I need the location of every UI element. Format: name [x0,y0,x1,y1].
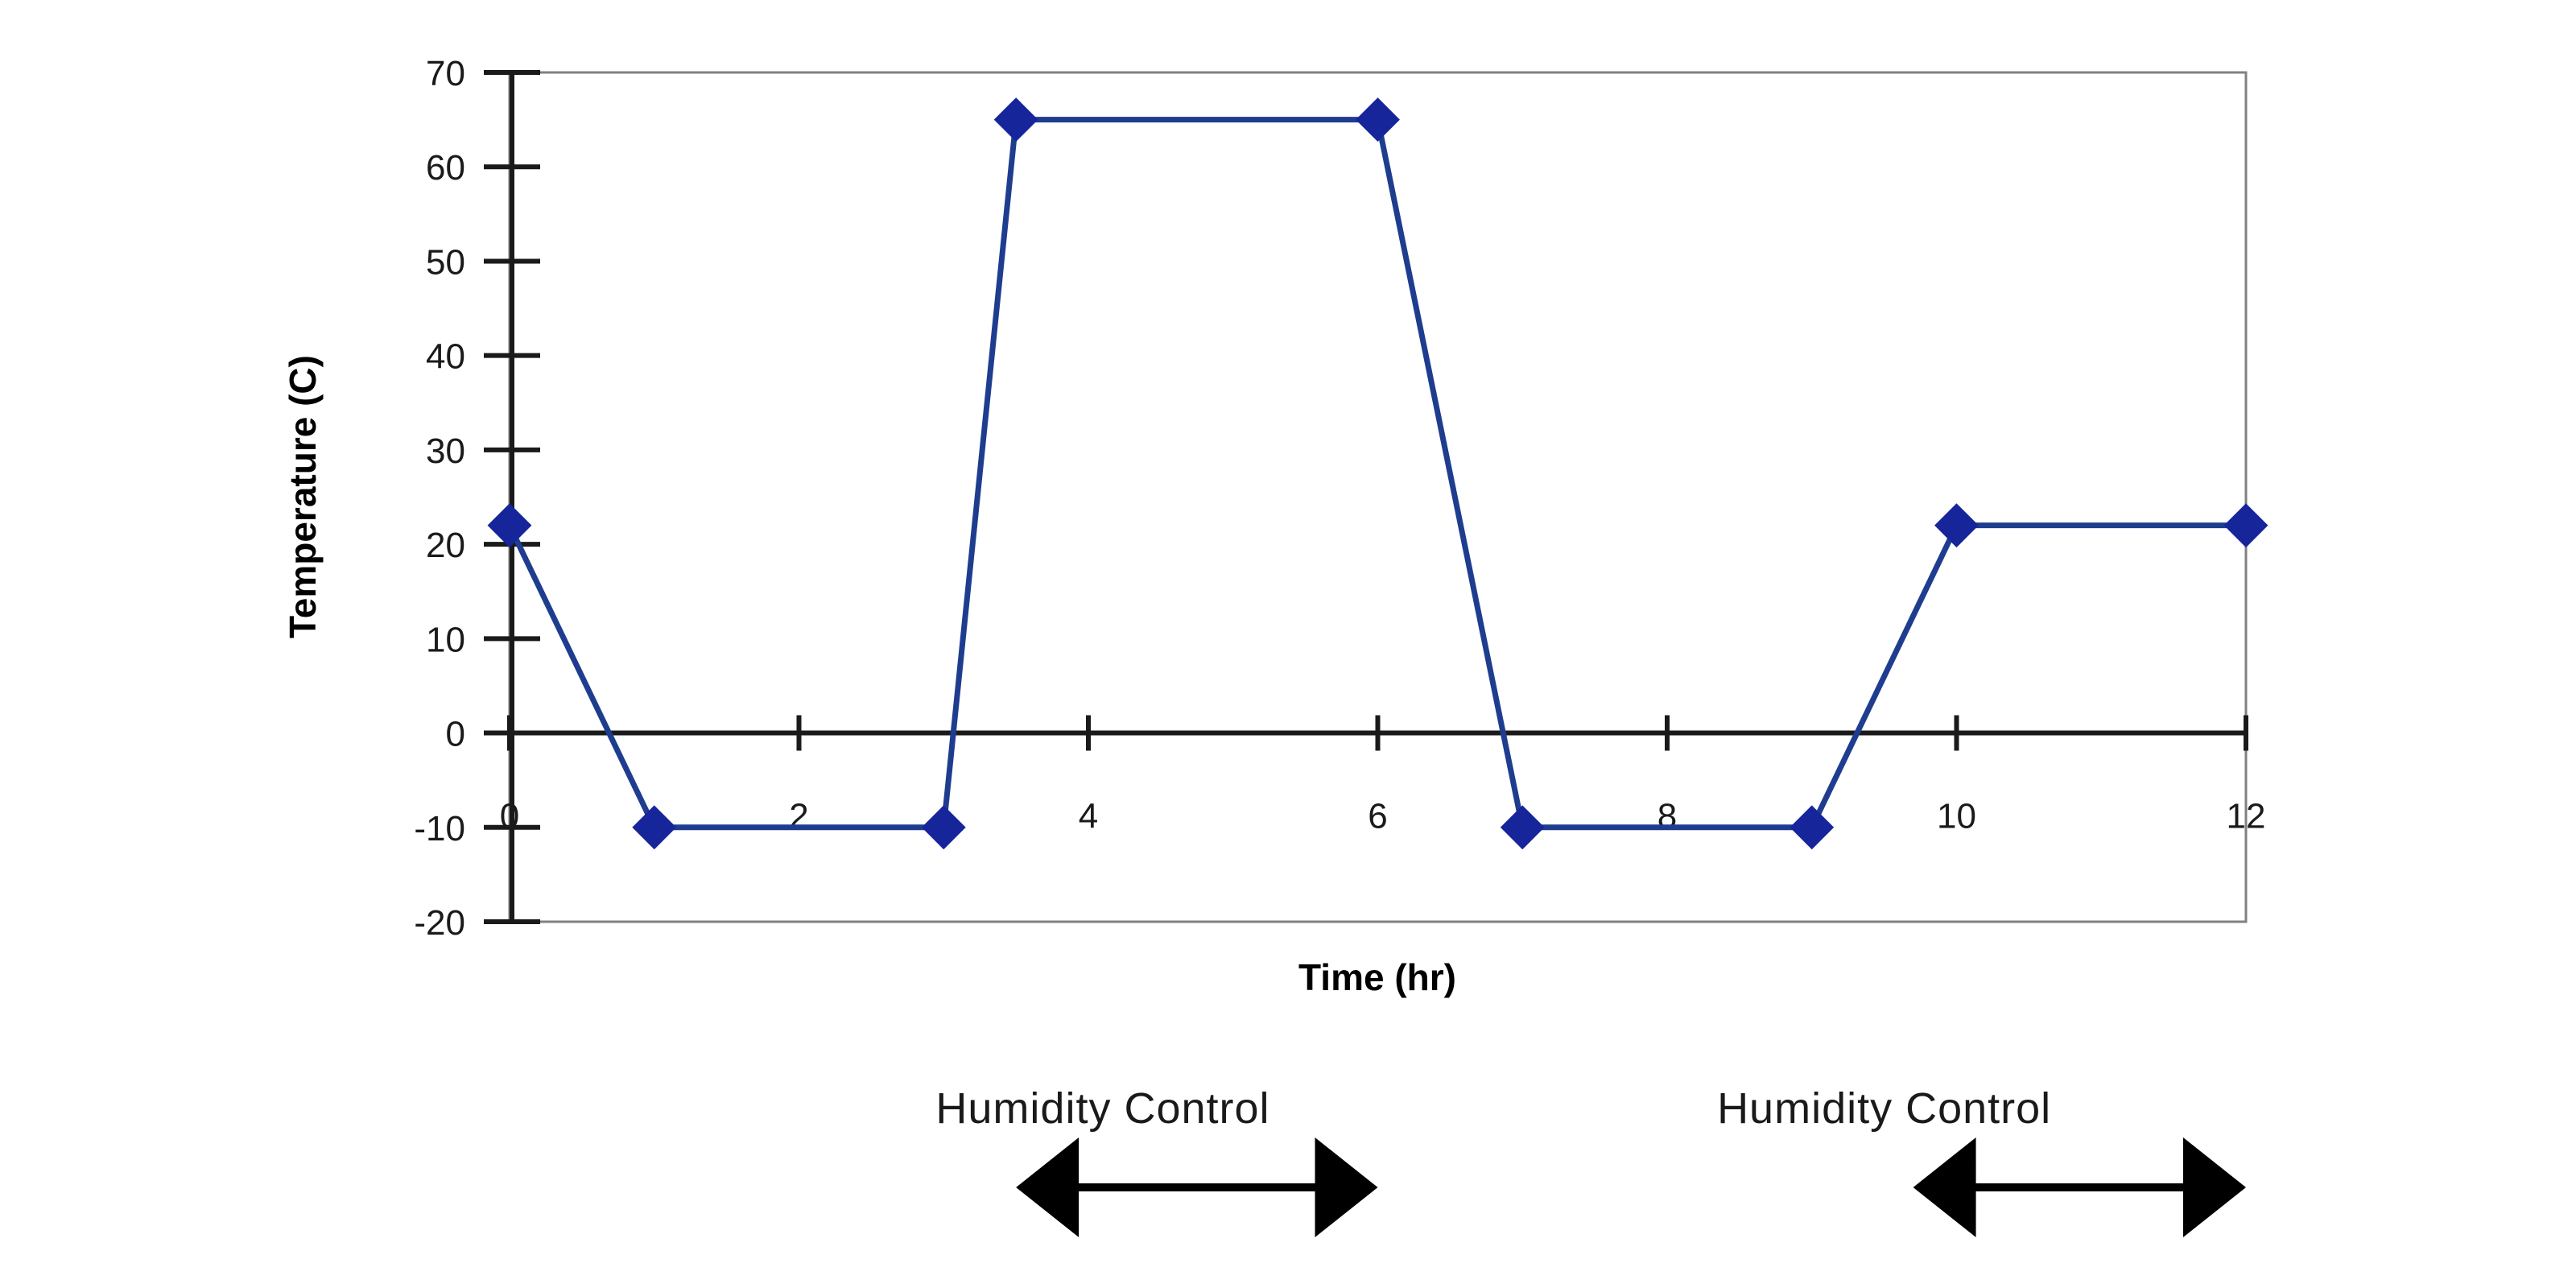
y-axis-tick-labels: -20 -10 0 10 20 30 40 50 60 70 [414,54,465,943]
chart-annotations: Humidity Control Humidity Control [935,1084,2246,1237]
data-point-marker [1500,805,1545,850]
x-axis-title: Time (hr) [1298,956,1456,998]
y-tick-label: 40 [426,337,465,377]
data-point-marker [1934,503,1979,548]
y-axis-title: Temperature (C) [282,355,324,638]
annotation-arrow-head-left [1913,1137,1976,1237]
x-tick-label: 0 [500,797,519,836]
data-point-marker [2223,503,2268,548]
temperature-series-markers [487,97,2268,850]
annotation-arrow-head-left [1016,1137,1080,1237]
y-tick-label: 10 [426,620,465,659]
annotation-label: Humidity Control [1717,1084,2051,1133]
y-tick-label: -10 [414,809,465,848]
x-axis-ticks [507,715,2248,751]
x-tick-label: 4 [1079,797,1098,836]
data-point-marker [1790,805,1835,850]
y-tick-label: 30 [426,431,465,471]
y-tick-label: 60 [426,148,465,188]
annotation-arrow-head-right [2183,1137,2246,1237]
x-tick-label: 12 [2227,797,2266,836]
data-point-marker [921,805,966,850]
data-point-marker [632,805,677,850]
x-tick-label: 6 [1368,797,1387,836]
plot-area-border [508,71,2248,923]
data-point-marker [993,97,1038,142]
data-point-marker [487,503,532,548]
y-tick-label: 20 [426,526,465,565]
y-tick-label: 0 [446,715,465,754]
x-tick-label: 10 [1937,797,1976,836]
y-tick-label: 50 [426,242,465,282]
annotation-label: Humidity Control [935,1084,1269,1133]
data-point-marker [1356,97,1400,142]
y-tick-label: -20 [414,903,465,943]
y-tick-label: 70 [426,54,465,93]
annotation-arrow-head-right [1315,1137,1378,1237]
